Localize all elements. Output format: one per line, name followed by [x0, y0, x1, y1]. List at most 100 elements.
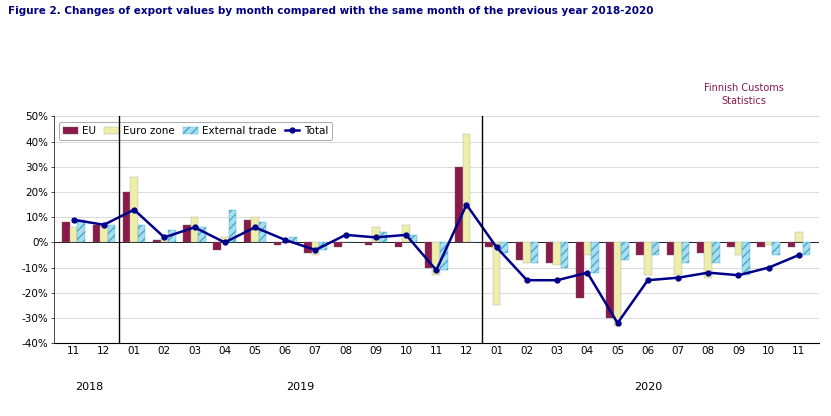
Bar — [130, 177, 138, 243]
Total — [219, 240, 229, 245]
Bar — [591, 243, 598, 272]
Bar — [334, 243, 342, 248]
Bar — [576, 243, 583, 298]
Text: Finnish Customs
Statistics: Finnish Customs Statistics — [704, 83, 784, 106]
Line: Total: Total — [71, 202, 801, 325]
Bar — [77, 220, 85, 243]
Total — [583, 270, 593, 275]
Bar — [515, 243, 524, 260]
Bar — [425, 243, 432, 267]
Text: 2018: 2018 — [75, 382, 103, 392]
Total — [371, 235, 381, 240]
Bar — [803, 243, 810, 255]
Bar — [289, 238, 297, 243]
Legend: EU, Euro zone, External trade, Total: EU, Euro zone, External trade, Total — [59, 122, 332, 140]
Bar — [380, 233, 387, 243]
Total — [431, 267, 441, 272]
Total — [552, 278, 562, 283]
Bar — [561, 243, 568, 267]
Total — [311, 248, 321, 253]
Bar — [742, 243, 750, 275]
Bar — [62, 222, 70, 243]
Bar — [666, 243, 674, 255]
Bar — [546, 243, 553, 262]
Total — [522, 278, 532, 283]
Bar — [160, 235, 168, 243]
Bar — [70, 227, 77, 243]
Bar — [681, 243, 690, 262]
Total — [69, 217, 79, 222]
Text: 2020: 2020 — [634, 382, 662, 392]
Bar — [229, 210, 236, 243]
Bar — [531, 243, 538, 262]
Bar — [123, 192, 130, 243]
Bar — [697, 243, 705, 253]
Total — [129, 207, 139, 212]
Bar — [183, 225, 191, 243]
Bar — [463, 134, 470, 243]
Bar — [788, 243, 795, 248]
Bar — [500, 243, 508, 253]
Bar — [727, 243, 735, 248]
Bar — [319, 243, 327, 250]
Bar — [92, 225, 100, 243]
Bar — [795, 233, 803, 243]
Bar — [712, 243, 720, 262]
Bar — [440, 243, 448, 270]
Total — [401, 233, 411, 238]
Bar — [402, 225, 410, 243]
Bar — [485, 243, 493, 248]
Bar — [395, 243, 402, 248]
Bar — [221, 238, 229, 243]
Bar — [372, 227, 380, 243]
Bar — [432, 243, 440, 275]
Total — [341, 233, 351, 238]
Bar — [493, 243, 500, 305]
Bar — [614, 243, 622, 326]
Bar — [108, 225, 116, 243]
Text: Figure 2. Changes of export values by month compared with the same month of the : Figure 2. Changes of export values by mo… — [8, 6, 654, 16]
Bar — [214, 243, 221, 250]
Bar — [191, 217, 199, 243]
Total — [280, 238, 290, 243]
Bar — [138, 225, 145, 243]
Total — [703, 270, 713, 275]
Bar — [251, 217, 258, 243]
Bar — [274, 243, 282, 245]
Total — [643, 278, 653, 283]
Bar — [607, 243, 614, 318]
Total — [673, 275, 683, 280]
Bar — [757, 243, 765, 248]
Text: 2019: 2019 — [286, 382, 314, 392]
Bar — [100, 227, 108, 243]
Total — [612, 321, 622, 326]
Bar — [652, 243, 659, 255]
Total — [734, 273, 744, 278]
Bar — [553, 243, 561, 265]
Bar — [168, 230, 175, 243]
Bar — [765, 243, 773, 245]
Bar — [304, 243, 312, 253]
Bar — [735, 243, 742, 255]
Total — [160, 235, 170, 240]
Bar — [705, 243, 712, 278]
Bar — [258, 222, 266, 243]
Total — [492, 245, 502, 250]
Bar — [153, 240, 160, 243]
Total — [794, 253, 804, 258]
Bar — [410, 235, 417, 243]
Bar — [243, 220, 251, 243]
Bar — [524, 243, 531, 262]
Bar — [312, 243, 319, 255]
Total — [189, 225, 199, 230]
Bar — [583, 243, 591, 255]
Bar — [622, 243, 629, 260]
Total — [764, 265, 774, 270]
Bar — [674, 243, 681, 275]
Bar — [455, 167, 463, 243]
Total — [461, 202, 471, 207]
Total — [250, 225, 260, 230]
Bar — [773, 243, 780, 255]
Bar — [637, 243, 644, 255]
Total — [99, 222, 109, 227]
